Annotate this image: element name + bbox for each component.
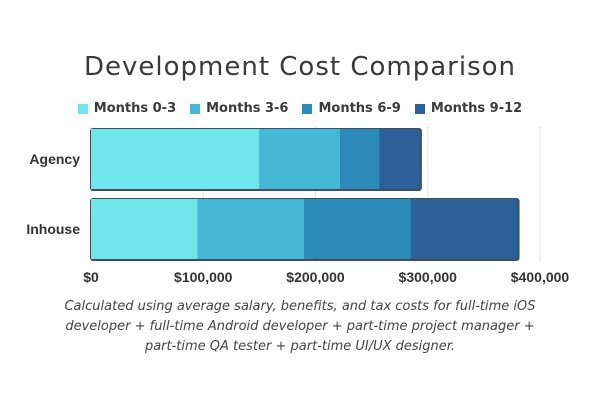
chart-title: Development Cost Comparison — [83, 52, 517, 82]
legend-swatch — [77, 103, 88, 114]
legend-swatch — [302, 103, 313, 114]
bar-segment — [340, 129, 380, 189]
x-tick-label: $200,000 — [286, 269, 345, 285]
chart-legend: Months 0-3 Months 3-6 Months 6-9 Months 9-1… — [0, 101, 600, 116]
legend-item: Months 6-9 — [302, 101, 401, 116]
legend-label: Months 6-9 — [318, 101, 401, 116]
legend-label: Months 0-3 — [93, 101, 177, 116]
bar-segment — [379, 129, 420, 189]
bar-segment — [259, 129, 341, 189]
x-tick-label: $400,000 — [511, 269, 570, 285]
bar-segment — [91, 199, 198, 259]
legend-label: Months 3-6 — [206, 101, 289, 116]
category-label: Agency — [29, 151, 80, 167]
legend-item: Months 3-6 — [190, 101, 288, 116]
x-tick-label: $300,000 — [399, 269, 458, 285]
legend-swatch — [190, 103, 201, 114]
legend-swatch — [414, 103, 425, 114]
bar-segment — [91, 129, 260, 189]
bar-segment — [410, 199, 518, 259]
category-label: Inhouse — [26, 221, 80, 237]
legend-label: Months 9-12 — [430, 101, 523, 116]
x-tick-label: $0 — [83, 269, 99, 285]
bar-segment — [197, 199, 305, 259]
legend-item: Months 9-12 — [414, 101, 523, 116]
x-tick-label: $100,000 — [174, 269, 233, 285]
bar-segment — [304, 199, 411, 259]
legend-item: Months 0-3 — [77, 101, 177, 116]
footnote: Calculated using average salary, benefit… — [64, 299, 536, 354]
